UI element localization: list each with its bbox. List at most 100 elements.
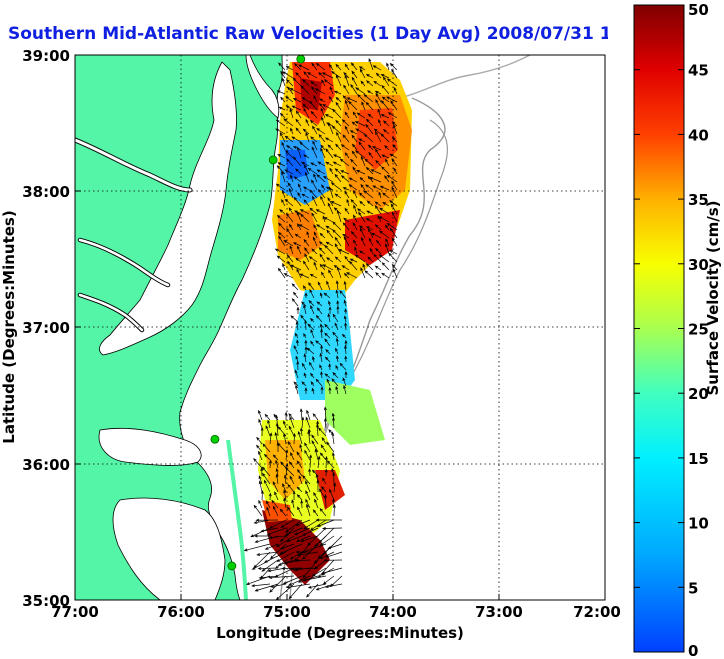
velocity-arrow: [365, 80, 374, 87]
velocity-arrow: [323, 558, 343, 562]
velocity-arrow: [303, 71, 310, 79]
velocity-arrow: [295, 257, 302, 263]
velocity-arrow: [365, 262, 374, 271]
velocity-arrow: [304, 387, 308, 395]
velocity-arrow: [351, 70, 358, 79]
velocity-arrow: [296, 245, 302, 255]
velocity-arrow: [263, 479, 271, 493]
velocity-arrow: [336, 209, 342, 223]
velocity-arrow: [286, 254, 294, 263]
velocity-arrow: [291, 136, 302, 143]
velocity-arrow: [282, 71, 294, 79]
velocity-arrow: [376, 239, 382, 247]
colorbar-tick-label: 35: [688, 191, 709, 209]
velocity-arrow: [375, 131, 382, 143]
velocity-arrow: [320, 147, 326, 159]
velocity-arrow: [312, 125, 318, 135]
velocity-arrow: [292, 242, 302, 247]
velocity-arrow: [316, 479, 320, 493]
velocity-arrow: [385, 158, 390, 167]
velocity-arrow: [351, 150, 358, 159]
velocity-arrow: [365, 218, 374, 223]
velocity-arrow: [374, 224, 382, 231]
velocity-arrow: [352, 111, 358, 119]
velocity-arrow: [296, 146, 302, 159]
velocity-arrow: [280, 96, 286, 103]
velocity-arrow: [339, 290, 347, 299]
velocity-arrow: [276, 535, 295, 548]
velocity-arrow: [361, 101, 366, 111]
velocity-arrow: [275, 183, 286, 191]
velocity-arrow: [367, 144, 374, 151]
velocity-arrow: [366, 210, 374, 215]
velocity-arrow: [295, 535, 311, 542]
velocity-arrow: [288, 413, 295, 421]
velocity-arrow: [296, 494, 303, 501]
velocity-arrow: [311, 62, 318, 71]
velocity-arrow: [299, 408, 303, 421]
x-tick-label: 73:00: [475, 603, 523, 621]
velocity-arrow: [299, 141, 310, 151]
velocity-arrow: [311, 212, 318, 223]
velocity-arrow: [288, 223, 294, 231]
velocity-arrow: [393, 124, 398, 135]
velocity-arrow: [330, 182, 342, 191]
velocity-arrow: [373, 128, 382, 135]
velocity-arrow: [344, 74, 350, 87]
velocity-arrow: [275, 119, 286, 127]
velocity-arrow: [341, 119, 350, 127]
velocity-arrow: [324, 455, 328, 469]
velocity-arrow: [342, 377, 347, 387]
velocity-arrow: [319, 364, 323, 371]
velocity-arrow: [283, 432, 287, 445]
velocity-arrow: [288, 187, 294, 199]
velocity-arrow: [309, 317, 315, 323]
velocity-arrow: [311, 179, 318, 191]
velocity-arrow: [304, 339, 308, 347]
velocity-arrow: [312, 140, 318, 151]
velocity-arrow: [309, 100, 318, 111]
velocity-arrow: [281, 170, 286, 183]
velocity-arrow: [325, 161, 334, 167]
velocity-arrow: [335, 289, 339, 299]
velocity-arrow: [310, 136, 318, 143]
velocity-arrow: [391, 68, 398, 79]
x-tick-label: 76:00: [157, 603, 205, 621]
velocity-arrow: [277, 442, 287, 453]
radar-station-marker: [227, 561, 237, 571]
velocity-arrow: [375, 92, 382, 103]
colorbar-tick-label: 25: [688, 321, 709, 339]
velocity-arrow: [380, 133, 390, 143]
velocity-arrow: [323, 417, 327, 429]
velocity-arrow: [340, 175, 350, 183]
velocity-arrow: [296, 339, 300, 347]
velocity-arrow: [283, 118, 294, 127]
velocity-arrow: [301, 193, 310, 199]
velocity-arrow: [302, 186, 310, 191]
velocity-arrow: [326, 460, 335, 469]
velocity-arrow: [319, 452, 327, 461]
x-tick-label: 72:00: [573, 603, 621, 621]
velocity-arrow: [319, 292, 323, 299]
velocity-arrow: [328, 63, 334, 71]
velocity-arrow: [256, 444, 263, 453]
velocity-arrow: [297, 551, 319, 557]
velocity-arrow: [332, 313, 339, 323]
velocity-arrow: [360, 183, 366, 191]
velocity-arrow: [302, 543, 319, 560]
velocity-arrow: [350, 230, 358, 239]
velocity-arrow: [328, 122, 334, 135]
velocity-arrow: [322, 477, 327, 485]
velocity-arrow: [304, 449, 311, 461]
velocity-arrow: [308, 282, 315, 291]
velocity-arrow: [266, 506, 271, 517]
velocity-arrow: [336, 266, 342, 279]
velocity-arrow: [325, 241, 334, 247]
velocity-arrow: [251, 583, 271, 588]
velocity-arrow: [303, 519, 319, 530]
velocity-arrow: [298, 64, 310, 71]
velocity-arrow: [335, 385, 339, 395]
radar-station-marker: [268, 155, 278, 165]
velocity-arrow: [318, 72, 326, 79]
velocity-arrow: [328, 269, 334, 279]
